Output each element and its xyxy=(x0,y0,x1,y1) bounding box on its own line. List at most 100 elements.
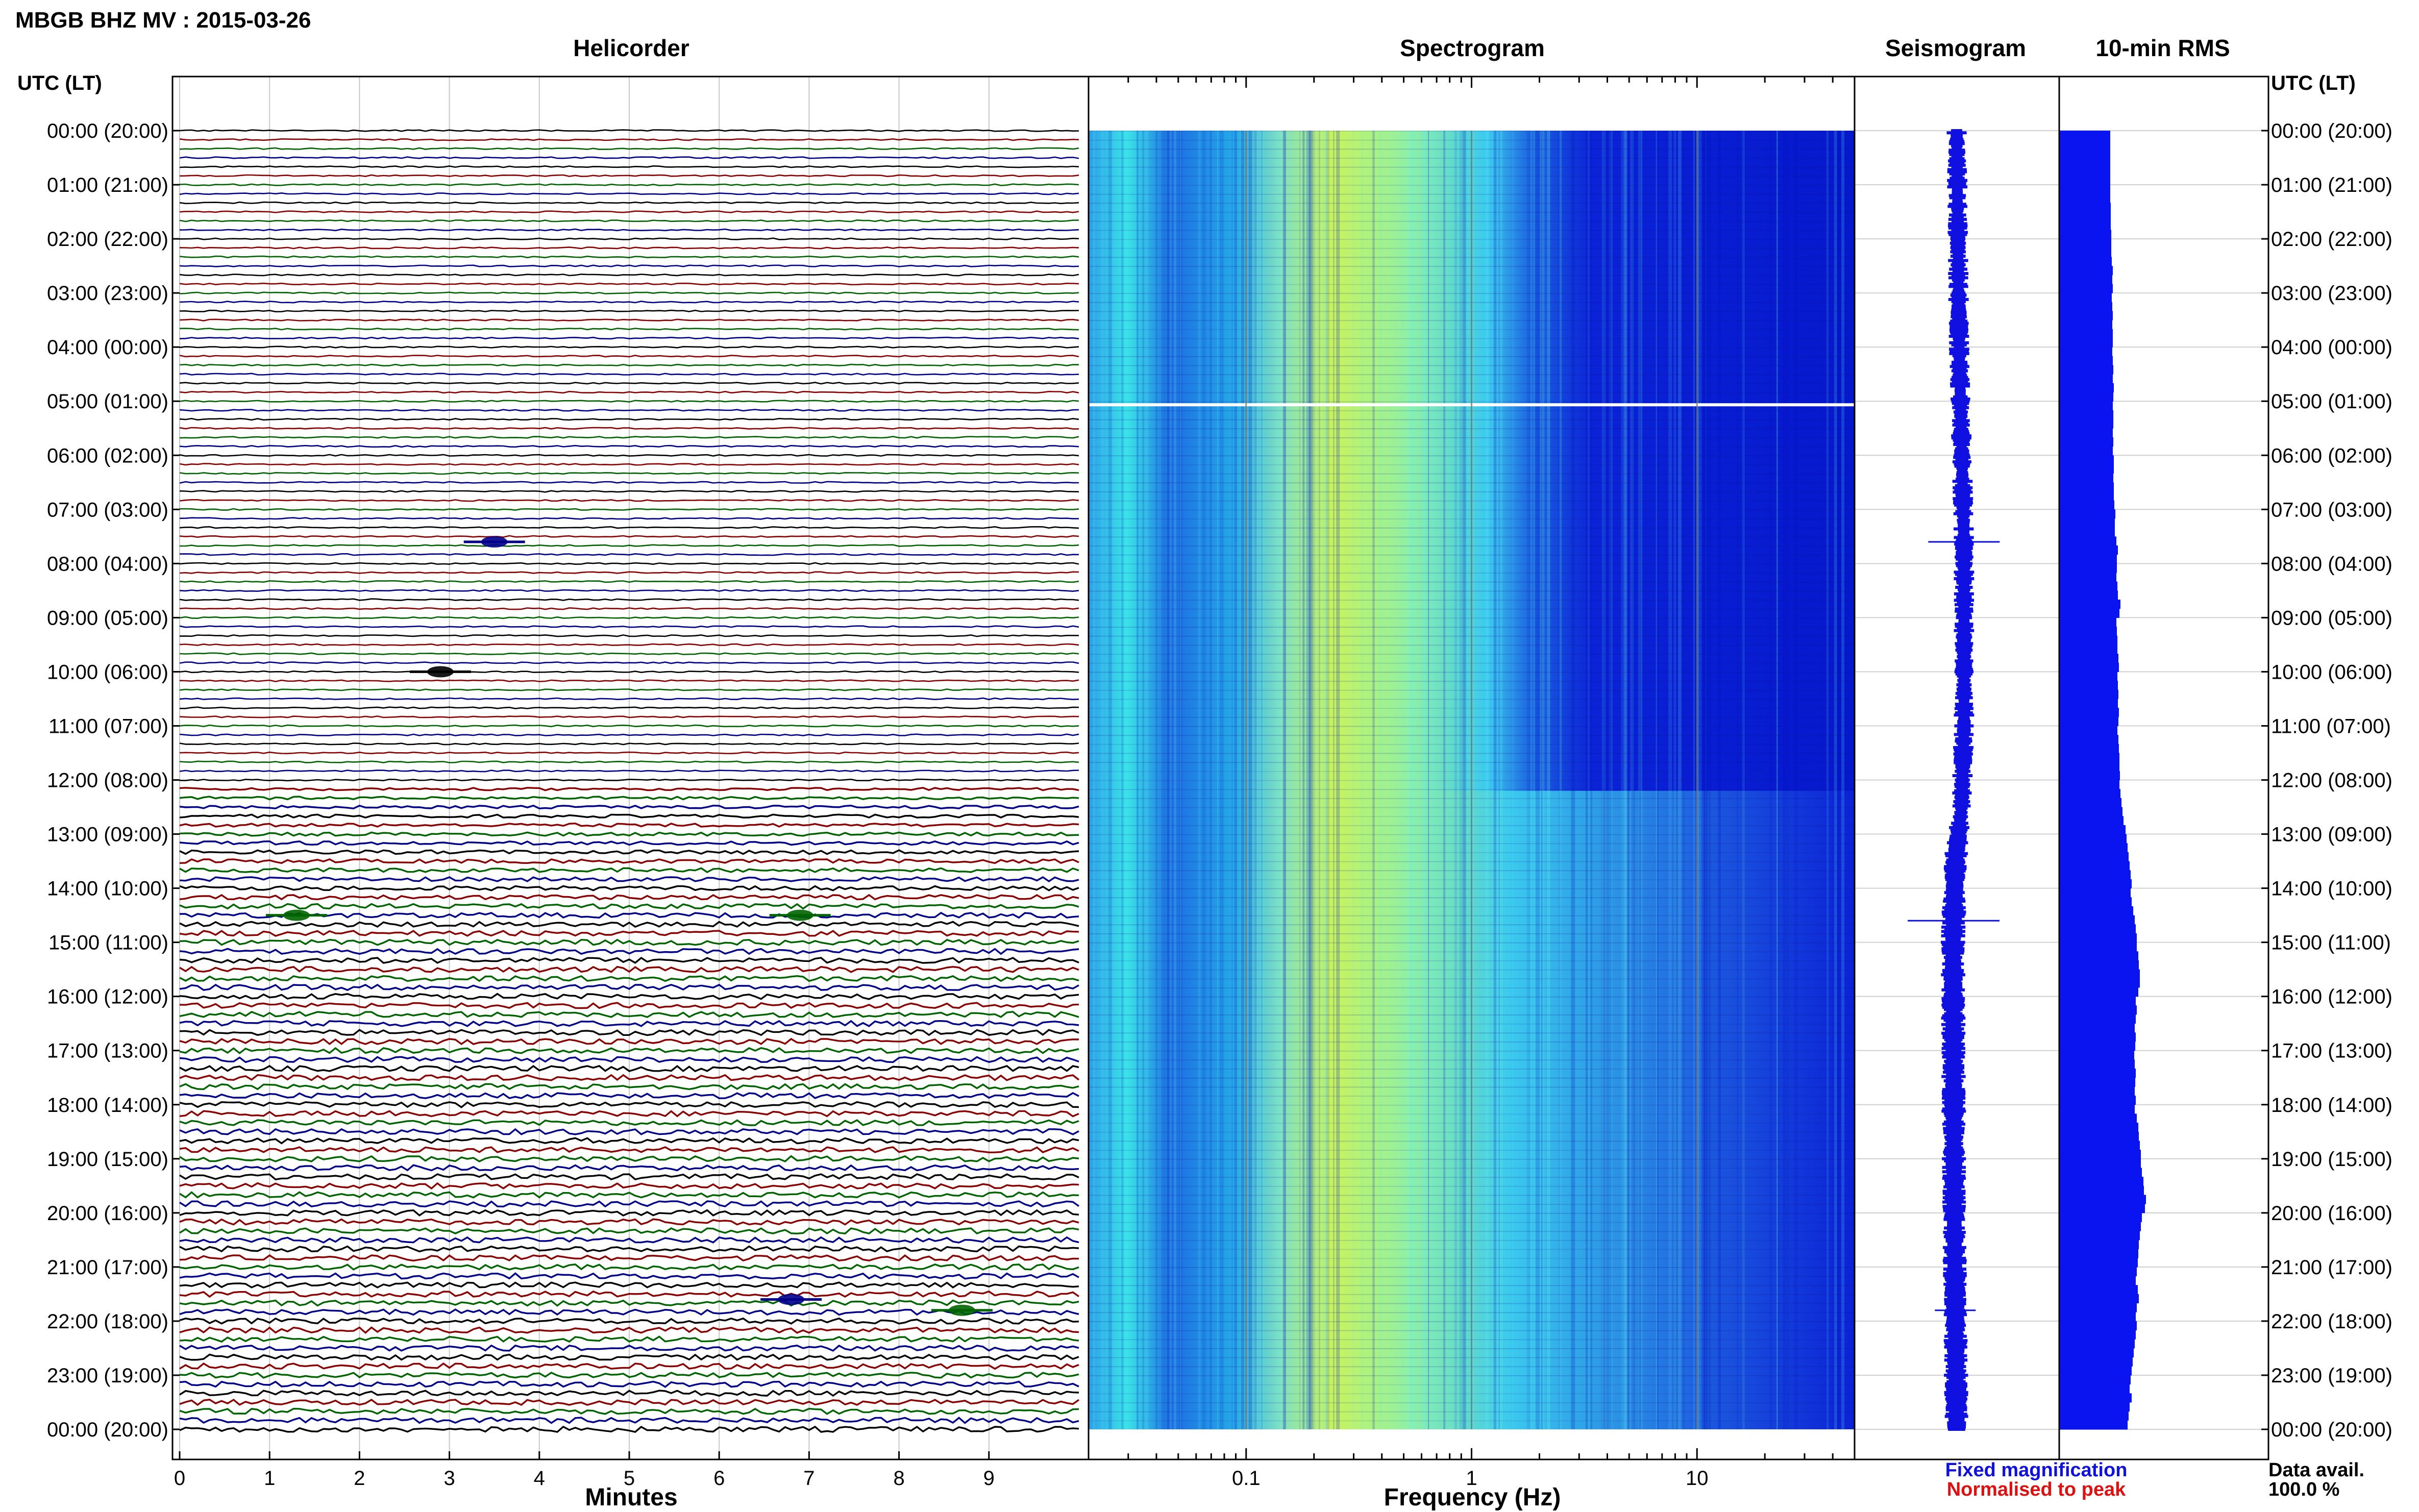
legend-fixed-magnification: Fixed magnification xyxy=(1945,1459,2128,1481)
rms-bar xyxy=(2059,1195,2146,1204)
helicorder-trace xyxy=(179,1191,1079,1199)
helicorder-trace xyxy=(179,228,1079,232)
helicorder-trace xyxy=(179,786,1079,791)
helicorder-trace xyxy=(179,444,1079,448)
spectrogram-stripe xyxy=(1309,131,1312,1429)
helicorder-trace xyxy=(179,670,1079,674)
spectrogram-stripe xyxy=(1609,131,1612,1429)
rms-bar xyxy=(2059,825,2126,835)
spectrogram-stripe xyxy=(1333,131,1335,1429)
spectrogram-stripe xyxy=(1547,131,1550,1429)
helicorder-trace xyxy=(179,499,1079,502)
helicorder-trace xyxy=(179,309,1079,313)
spectrogram-stripe xyxy=(1708,131,1711,1429)
rms-bar xyxy=(2059,933,2137,943)
time-label-right: 02:00 (22:00) xyxy=(2271,228,2392,251)
spectrogram-stripe xyxy=(1325,131,1330,1429)
rms-bar xyxy=(2059,220,2111,230)
spectrogram-stripe xyxy=(1409,131,1413,1429)
helicorder-trace xyxy=(179,1173,1079,1181)
spectrogram-stripe xyxy=(1260,131,1265,1429)
helicorder-trace xyxy=(179,975,1079,982)
helicorder-trace xyxy=(179,409,1079,412)
rms-bar xyxy=(2059,356,2113,366)
rms-bar xyxy=(2059,230,2111,239)
helicorder-trace xyxy=(179,183,1079,186)
spectrogram-stripe xyxy=(1493,131,1496,1429)
spectrogram-stripe xyxy=(1674,131,1676,1429)
rms-bar xyxy=(2059,1258,2138,1268)
helicorder-trace xyxy=(179,796,1079,801)
spectrogram-stripe xyxy=(1372,131,1375,1429)
minute-tick-label: 6 xyxy=(713,1467,725,1490)
helicorder-trace xyxy=(179,903,1079,910)
rms-bar xyxy=(2059,654,2118,663)
rms-bar xyxy=(2059,1348,2134,1358)
helicorder-trace xyxy=(179,993,1079,1000)
spectrogram-stripe xyxy=(1547,131,1548,1429)
rms-bar xyxy=(2059,716,2118,726)
helicorder-trace xyxy=(179,427,1079,430)
spectrogram-stripe xyxy=(1677,131,1680,1429)
helicorder-trace xyxy=(179,921,1079,928)
helicorder-trace xyxy=(179,652,1079,655)
helicorder-trace xyxy=(179,345,1079,349)
helicorder-trace xyxy=(179,634,1079,637)
rms-bar xyxy=(2059,500,2114,510)
helicorder-trace xyxy=(179,165,1079,168)
helicorder-trace xyxy=(179,1417,1079,1424)
rms-bar xyxy=(2059,1069,2136,1078)
spectrogram-stripe xyxy=(1639,131,1642,1429)
rms-bar xyxy=(2059,735,2118,745)
rms-bar xyxy=(2059,1096,2136,1105)
spectrogram-stripe xyxy=(1306,131,1310,1429)
rms-bar xyxy=(2059,1393,2132,1403)
time-label-right: 14:00 (10:00) xyxy=(2271,878,2392,900)
rms-bar xyxy=(2059,978,2140,988)
helicorder-trace xyxy=(179,930,1079,937)
rms-bar xyxy=(2059,401,2113,411)
spectrogram-stripe xyxy=(1361,131,1363,1429)
rms-bar xyxy=(2059,743,2119,753)
helicorder-trace xyxy=(179,760,1079,763)
helicorder-trace xyxy=(179,1182,1079,1190)
spectrogram-stripe xyxy=(1533,131,1535,1429)
helicorder-trace xyxy=(179,679,1079,682)
spectrogram-stripe xyxy=(1309,131,1313,1429)
rms-bar xyxy=(2059,1023,2135,1033)
helicorder-trace xyxy=(179,526,1079,529)
rms-bar xyxy=(2059,1294,2139,1304)
rms-bar xyxy=(2059,410,2113,420)
spectrogram-stripe xyxy=(1459,131,1463,1429)
rms-bar xyxy=(2059,996,2136,1006)
rms-bar xyxy=(2059,473,2113,483)
time-label-right: 13:00 (09:00) xyxy=(2271,824,2392,846)
spectrogram-stripe xyxy=(1627,131,1629,1429)
spectrogram-stripe xyxy=(1180,131,1182,1429)
rms-bar xyxy=(2059,1231,2140,1241)
rms-bar xyxy=(2059,1042,2135,1051)
spectrogram-stripe xyxy=(1428,131,1429,1429)
time-label-left: 18:00 (14:00) xyxy=(47,1094,168,1117)
minutes-axis-label: Minutes xyxy=(585,1484,677,1511)
rms-bar xyxy=(2059,455,2114,465)
spectrogram-stripe xyxy=(1704,131,1708,1429)
helicorder-trace xyxy=(179,336,1079,340)
helicorder-trace xyxy=(179,472,1079,475)
frequency-tick-label: 0.1 xyxy=(1232,1467,1261,1490)
rms-bar xyxy=(2059,1402,2130,1412)
rms-bar xyxy=(2059,672,2117,681)
data-availability-label: Data avail. xyxy=(2268,1459,2364,1481)
helicorder-trace xyxy=(179,355,1079,358)
spectrogram-stripe xyxy=(1281,131,1283,1429)
helicorder-trace xyxy=(179,948,1079,955)
spectrogram-stripe xyxy=(1657,131,1659,1429)
helicorder-trace xyxy=(179,778,1079,782)
rms-bar xyxy=(2059,437,2113,447)
seismogram-panel xyxy=(1855,129,2059,1431)
helicorder-trace xyxy=(179,804,1079,810)
spectrogram-stripe xyxy=(1630,131,1634,1429)
rms-bar xyxy=(2059,1123,2138,1132)
rms-bar xyxy=(2059,320,2112,330)
time-label-right: 17:00 (13:00) xyxy=(2271,1040,2392,1062)
